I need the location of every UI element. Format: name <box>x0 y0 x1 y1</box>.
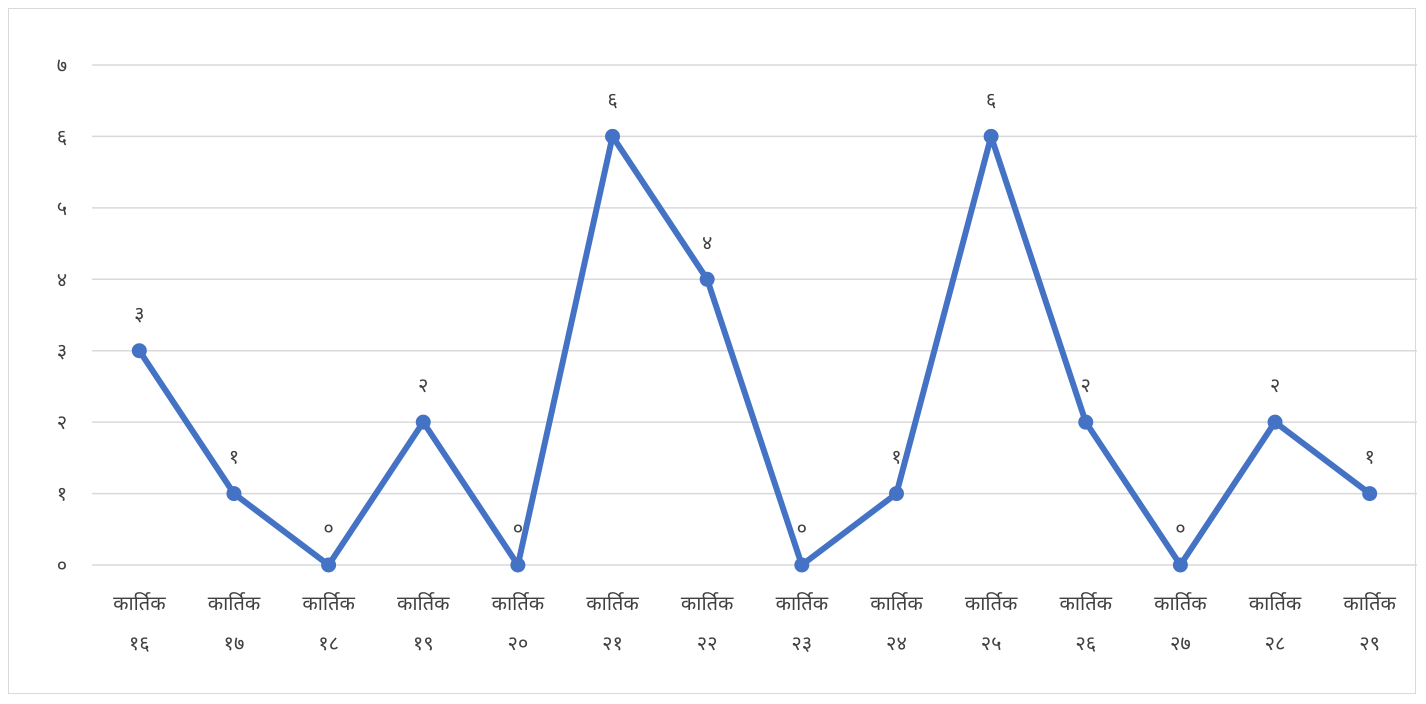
data-label: ० <box>1175 516 1185 540</box>
data-label: २ <box>1081 373 1091 397</box>
data-point <box>1172 557 1188 573</box>
x-tick-label-day: २७ <box>1170 631 1191 655</box>
x-tick-label-month: कार्तिक <box>302 591 355 615</box>
data-point <box>1078 414 1094 430</box>
data-point <box>888 486 904 502</box>
y-tick-label: १ <box>57 482 67 506</box>
data-point <box>131 343 147 359</box>
x-tick-label-day: १८ <box>318 631 339 655</box>
x-tick-label-day: २२ <box>697 631 718 655</box>
x-tick-label-day: २९ <box>1359 631 1380 655</box>
data-label: ६ <box>607 87 617 111</box>
y-tick-label: ० <box>57 553 67 577</box>
data-label: १ <box>1364 445 1374 469</box>
y-tick-label: २ <box>57 410 67 434</box>
data-label: ० <box>797 516 807 540</box>
y-tick-label: ५ <box>57 196 67 220</box>
x-tick-label-month: कार्तिक <box>870 591 923 615</box>
x-tick-label-day: १९ <box>413 631 434 655</box>
x-tick-label-day: २४ <box>886 631 907 655</box>
x-tick-label-month: कार्तिक <box>1060 591 1113 615</box>
data-point <box>1267 414 1283 430</box>
x-tick-label-day: १७ <box>224 631 245 655</box>
x-tick-label-day: २६ <box>1075 631 1096 655</box>
x-tick-label-day: १६ <box>129 631 150 655</box>
series-line-group <box>131 128 1378 573</box>
data-label: ० <box>513 516 523 540</box>
data-point <box>226 486 242 502</box>
x-tick-label-day: २० <box>507 631 528 655</box>
x-tick-label-month: कार्तिक <box>965 591 1018 615</box>
x-tick-label-month: कार्तिक <box>492 591 545 615</box>
x-tick-label-month: कार्तिक <box>586 591 639 615</box>
data-point <box>794 557 810 573</box>
data-point <box>415 414 431 430</box>
data-labels: ३ १ ० २ ० ६ ४ ० १ ६ २ ० २ १ <box>134 87 1375 540</box>
data-label: २ <box>418 373 428 397</box>
x-tick-label-day: २३ <box>791 631 812 655</box>
data-label: २ <box>1270 373 1280 397</box>
data-point <box>699 271 715 287</box>
data-point <box>1362 486 1378 502</box>
data-label: ६ <box>986 87 996 111</box>
gridlines <box>92 64 1417 566</box>
x-tick-label-month: कार्तिक <box>397 591 450 615</box>
data-label: १ <box>891 445 901 469</box>
series-line <box>136 133 1373 568</box>
data-point <box>321 557 337 573</box>
x-tick-label-day: २८ <box>1265 631 1286 655</box>
x-tick-label-month: कार्तिक <box>113 591 166 615</box>
x-tick-label-month: कार्तिक <box>776 591 829 615</box>
x-tick-label-day: २१ <box>602 631 623 655</box>
data-label: १ <box>229 445 239 469</box>
y-tick-label: ६ <box>57 124 67 148</box>
y-tick-label: ७ <box>57 53 67 77</box>
y-axis: ० १ २ ३ ४ ५ ६ ७ <box>57 53 67 577</box>
data-label: ० <box>323 516 333 540</box>
y-tick-label: ४ <box>57 267 67 291</box>
data-label: ३ <box>134 302 144 326</box>
x-tick-label-month: कार्तिक <box>681 591 734 615</box>
data-label: ४ <box>702 230 712 254</box>
x-tick-label-day: २५ <box>981 631 1002 655</box>
y-tick-label: ३ <box>57 339 67 363</box>
x-axis: कार्तिक १६ कार्तिक १७ कार्तिक १८ कार्तिक १९ कार्… <box>113 591 1396 655</box>
x-tick-label-month: कार्तिक <box>1249 591 1302 615</box>
x-tick-label-month: कार्तिक <box>1343 591 1396 615</box>
data-point <box>605 128 621 144</box>
data-point <box>983 128 999 144</box>
data-point <box>510 557 526 573</box>
x-tick-label-month: कार्तिक <box>208 591 261 615</box>
x-tick-label-month: कार्तिक <box>1154 591 1207 615</box>
